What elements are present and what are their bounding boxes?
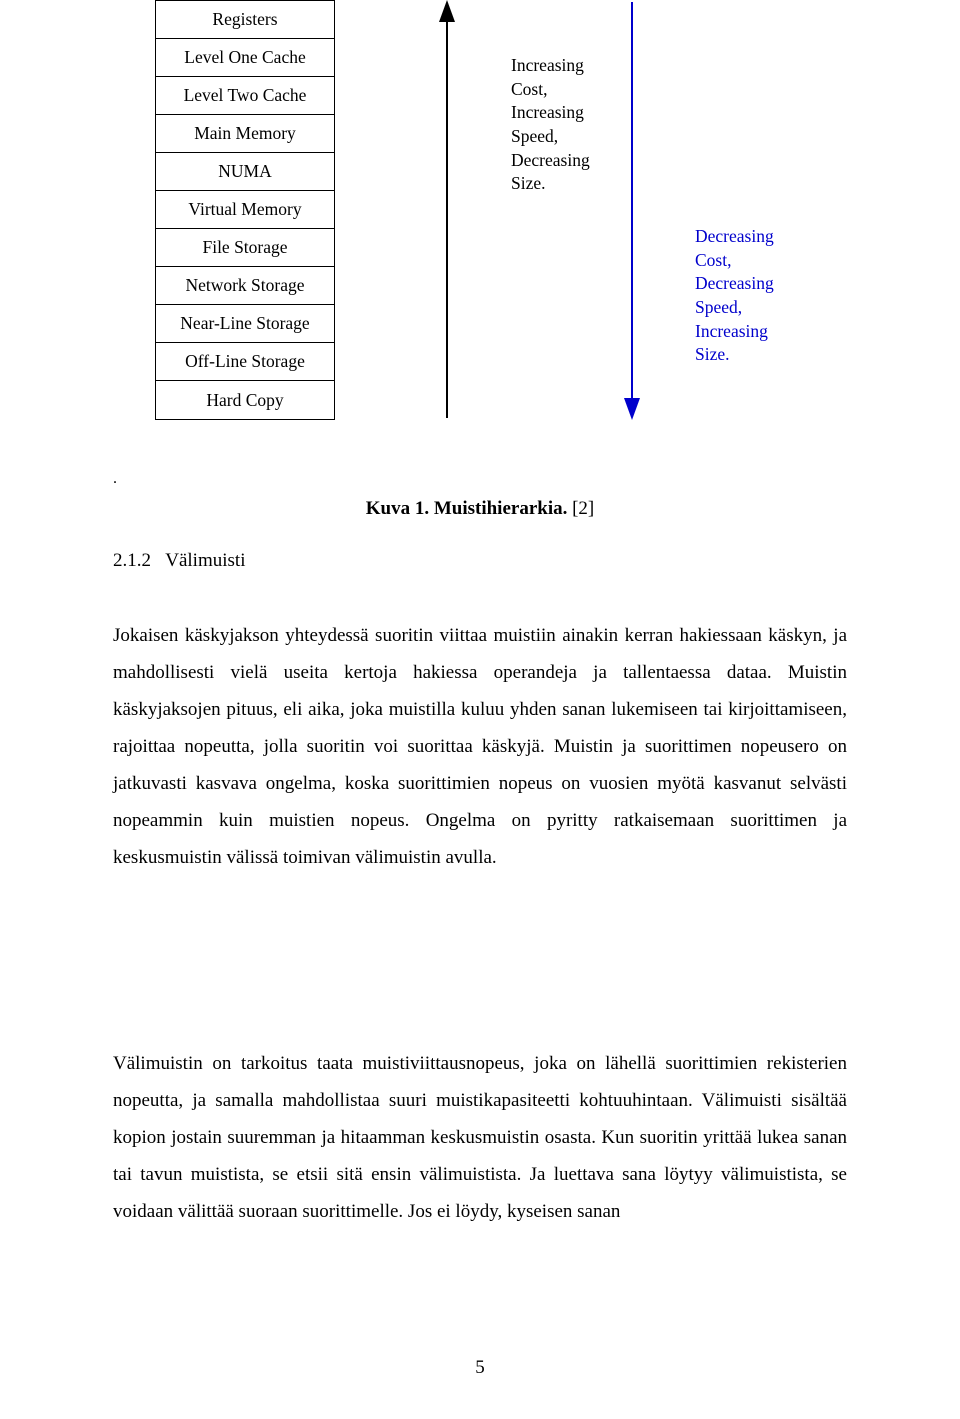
page-number: 5 bbox=[0, 1357, 960, 1379]
hierarchy-row: Hard Copy bbox=[156, 381, 334, 419]
paragraph: Välimuistin on tarkoitus taata muistivii… bbox=[113, 1045, 847, 1230]
label-line: Speed, bbox=[695, 296, 774, 320]
label-line: Increasing bbox=[695, 320, 774, 344]
label-line: Increasing bbox=[511, 54, 590, 78]
label-line: Cost, bbox=[695, 249, 774, 273]
stray-period: . bbox=[113, 470, 117, 488]
hierarchy-row: Level Two Cache bbox=[156, 77, 334, 115]
caption-ref: [2] bbox=[567, 498, 594, 519]
hierarchy-row: Main Memory bbox=[156, 115, 334, 153]
section-heading: 2.1.2 Välimuisti bbox=[113, 550, 245, 572]
hierarchy-row: Network Storage bbox=[156, 267, 334, 305]
label-line: Decreasing bbox=[695, 272, 774, 296]
paragraph: Jokaisen käskyjakson yhteydessä suoritin… bbox=[113, 617, 847, 876]
label-line: Decreasing bbox=[511, 149, 590, 173]
hierarchy-table: Registers Level One Cache Level Two Cach… bbox=[155, 0, 335, 420]
hierarchy-row: Off-Line Storage bbox=[156, 343, 334, 381]
label-line: Increasing bbox=[511, 101, 590, 125]
hierarchy-row: Virtual Memory bbox=[156, 191, 334, 229]
label-line: Speed, bbox=[511, 125, 590, 149]
up-arrow-label: Increasing Cost, Increasing Speed, Decre… bbox=[511, 54, 590, 196]
label-line: Cost, bbox=[511, 78, 590, 102]
label-line: Size. bbox=[695, 343, 774, 367]
label-line: Size. bbox=[511, 172, 590, 196]
figure-caption: Kuva 1. Muistihierarkia. [2] bbox=[0, 498, 960, 520]
caption-label: Kuva 1. Muistihierarkia. bbox=[366, 498, 568, 519]
down-arrow-label: Decreasing Cost, Decreasing Speed, Incre… bbox=[695, 225, 774, 367]
hierarchy-row: Near-Line Storage bbox=[156, 305, 334, 343]
hierarchy-row: File Storage bbox=[156, 229, 334, 267]
memory-hierarchy-diagram: Registers Level One Cache Level Two Cach… bbox=[155, 0, 805, 460]
down-arrow-icon bbox=[620, 0, 650, 425]
hierarchy-row: Level One Cache bbox=[156, 39, 334, 77]
hierarchy-row: Registers bbox=[156, 1, 334, 39]
hierarchy-row: NUMA bbox=[156, 153, 334, 191]
section-number: 2.1.2 bbox=[113, 550, 151, 571]
section-title: Välimuisti bbox=[165, 550, 245, 571]
up-arrow-icon bbox=[435, 0, 465, 425]
label-line: Decreasing bbox=[695, 225, 774, 249]
